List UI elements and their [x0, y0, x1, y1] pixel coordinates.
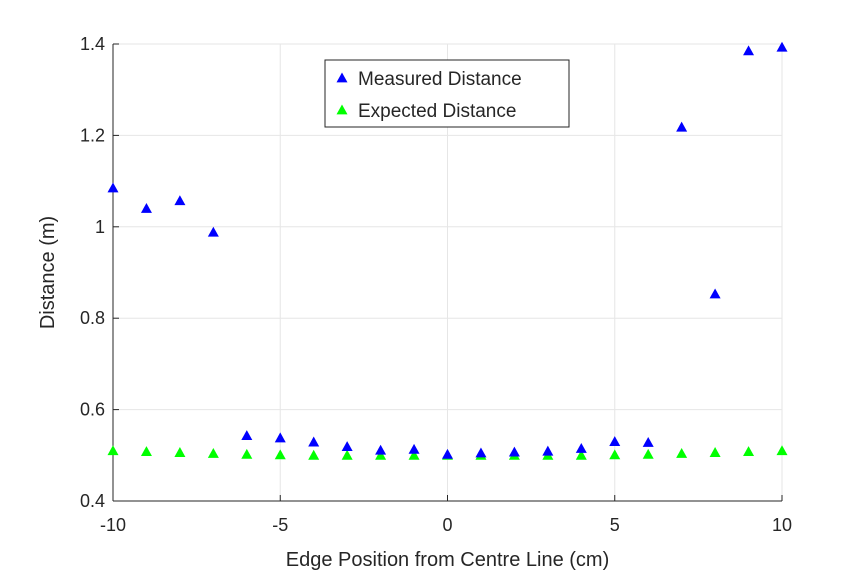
tick-labels: -10 -5 0 5 10 0.4 0.6 0.8 1 1.2 1.4 — [80, 34, 792, 535]
expected-point — [140, 446, 152, 457]
measured-point — [542, 445, 554, 456]
measured-point — [375, 444, 387, 455]
legend-label-measured: Measured Distance — [358, 69, 522, 90]
measured-point — [341, 441, 353, 452]
legend-label-expected: Expected Distance — [358, 101, 516, 122]
measured-point — [609, 436, 621, 446]
expected-point — [207, 447, 219, 458]
expected-point — [107, 445, 119, 456]
expected-point — [743, 446, 755, 457]
measured-point — [776, 41, 788, 52]
measured-point — [743, 45, 755, 56]
axes — [112, 43, 783, 502]
expected-point — [308, 449, 320, 460]
measured-point — [709, 288, 721, 299]
measured-point — [508, 446, 520, 457]
legend-box — [324, 59, 570, 128]
y-tick-label: 0.4 — [80, 491, 105, 511]
legend-marker-measured — [336, 72, 348, 83]
y-tick-label: 1 — [95, 217, 105, 237]
measured-point — [241, 430, 253, 441]
expected-point — [341, 449, 353, 460]
y-tick-label: 1.2 — [80, 125, 105, 145]
x-axis-label: Edge Position from Centre Line (cm) — [286, 549, 609, 571]
legend-marker-expected — [336, 104, 348, 115]
legend: Measured Distance Expected Distance — [324, 59, 570, 128]
measured-point — [107, 182, 119, 193]
expected-point — [709, 447, 721, 457]
expected-point — [575, 449, 587, 460]
measured-point — [274, 432, 286, 443]
measured-point — [174, 195, 186, 206]
x-tick-label: -10 — [100, 515, 126, 535]
x-tick-label: 10 — [772, 515, 792, 535]
expected-point — [642, 448, 654, 459]
expected-point — [776, 445, 788, 456]
expected-point — [408, 449, 420, 460]
y-tick-label: 0.8 — [80, 308, 105, 328]
measured-point — [308, 436, 320, 447]
measured-point — [207, 226, 219, 237]
data-points — [107, 41, 788, 460]
expected-point — [174, 447, 186, 457]
y-tick-label: 1.4 — [80, 34, 105, 54]
expected-point — [274, 449, 286, 460]
x-tick-label: 0 — [442, 515, 452, 535]
x-tick-label: 5 — [610, 515, 620, 535]
expected-point — [676, 447, 688, 458]
measured-point — [140, 203, 152, 213]
measured-point — [642, 437, 654, 447]
expected-point — [241, 448, 253, 459]
measured-point — [575, 442, 587, 453]
expected-point — [609, 449, 621, 460]
x-tick-label: -5 — [272, 515, 288, 535]
expected-point — [375, 449, 387, 460]
y-tick-label: 0.6 — [80, 400, 105, 420]
measured-point — [408, 443, 420, 454]
measured-point — [442, 448, 453, 459]
y-axis-label: Distance (m) — [37, 216, 59, 329]
measured-point — [676, 121, 688, 132]
measured-point — [475, 447, 487, 458]
